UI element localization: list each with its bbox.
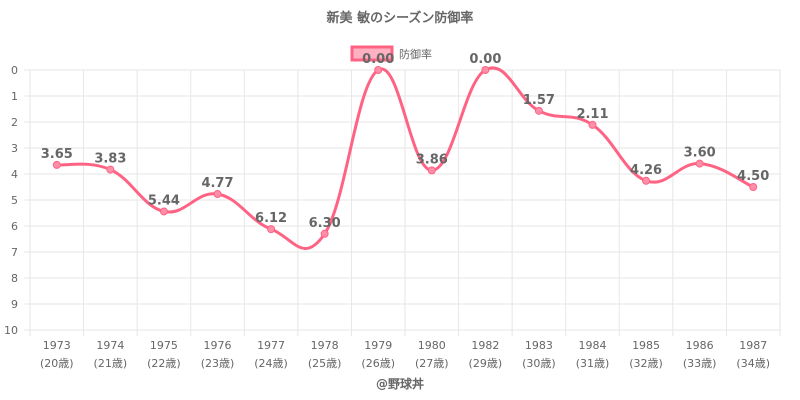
y-tick-label: 3 [11, 142, 18, 155]
data-point[interactable] [106, 165, 115, 174]
y-tick-label: 5 [11, 194, 18, 207]
x-tick-sublabel: (22歳) [147, 357, 181, 370]
data-points [52, 66, 758, 238]
y-tick-label: 10 [4, 324, 18, 337]
data-label: 6.12 [255, 211, 287, 226]
data-point[interactable] [267, 225, 276, 234]
data-label: 4.26 [630, 163, 662, 178]
data-point[interactable] [642, 176, 651, 185]
x-tick-label: 1984 [579, 339, 607, 352]
x-tick-sublabel: (30歳) [522, 357, 556, 370]
chart-title: 新美 敏のシーズン防御率 [327, 10, 474, 26]
data-point[interactable] [588, 120, 597, 129]
data-label: 2.11 [576, 107, 608, 122]
x-tick-sublabel: (32歳) [629, 357, 663, 370]
x-tick-label: 1987 [739, 339, 767, 352]
x-tick-sublabel: (25歳) [308, 357, 342, 370]
x-tick-sublabel: (34歳) [736, 357, 770, 370]
data-point[interactable] [213, 190, 222, 199]
y-tick-label: 1 [11, 90, 18, 103]
x-tick-label: 1980 [418, 339, 446, 352]
y-axis: 0 1 2 3 4 5 6 7 8 9 10 [4, 64, 18, 337]
x-tick-label: 1983 [525, 339, 553, 352]
data-point[interactable] [374, 66, 383, 74]
x-axis: 1973 (20歳) 1974 (21歳) 1975 (22歳) 1976 (23歳) 1977… [40, 339, 770, 370]
data-point[interactable] [534, 106, 543, 115]
x-tick-sublabel: (31歳) [576, 357, 610, 370]
data-label: 1.57 [523, 93, 555, 108]
data-label: 4.77 [201, 176, 233, 191]
x-tick-label: 1976 [204, 339, 232, 352]
data-point[interactable] [427, 166, 436, 175]
y-tick-label: 9 [11, 298, 18, 311]
x-tick-sublabel: (26歳) [361, 357, 395, 370]
data-label: 0.00 [362, 52, 394, 67]
x-tick-label: 1986 [686, 339, 714, 352]
data-point[interactable] [695, 159, 704, 168]
data-label: 3.60 [684, 146, 716, 161]
data-labels: 3.65 3.83 5.44 4.77 6.12 6.30 0.00 3.86 0.00 1.57… [41, 52, 770, 231]
data-label: 5.44 [148, 193, 180, 208]
y-tick-label: 4 [11, 168, 18, 181]
data-point[interactable] [52, 160, 61, 169]
data-label: 0.00 [469, 52, 501, 67]
x-tick-label: 1979 [364, 339, 392, 352]
x-tick-sublabel: (23歳) [201, 357, 235, 370]
x-tick-label: 1985 [632, 339, 660, 352]
data-point[interactable] [159, 207, 168, 216]
x-tick-label: 1982 [471, 339, 499, 352]
y-tick-label: 8 [11, 272, 18, 285]
data-point[interactable] [481, 66, 490, 74]
x-tick-sublabel: (27歳) [415, 357, 449, 370]
x-tick-label: 1974 [96, 339, 124, 352]
data-label: 3.86 [416, 152, 448, 167]
y-tick-label: 2 [11, 116, 18, 129]
legend-swatch [350, 45, 394, 62]
y-tick-label: 6 [11, 220, 18, 233]
x-tick-sublabel: (21歳) [94, 357, 128, 370]
legend[interactable]: 防御率 [350, 45, 432, 62]
data-label: 6.30 [309, 216, 341, 231]
y-tick-label: 0 [11, 64, 18, 77]
x-tick-label: 1973 [43, 339, 71, 352]
data-point[interactable] [749, 183, 758, 191]
x-tick-label: 1977 [257, 339, 285, 352]
x-tick-label: 1975 [150, 339, 178, 352]
legend-label: 防御率 [399, 47, 432, 61]
x-tick-sublabel: (33歳) [683, 357, 717, 370]
credit-text: @野球丼 [376, 376, 424, 391]
x-tick-sublabel: (29歳) [469, 357, 503, 370]
data-label: 3.65 [41, 147, 73, 162]
data-label: 4.50 [737, 169, 769, 184]
y-tick-label: 7 [11, 246, 18, 259]
data-point[interactable] [320, 229, 329, 238]
x-tick-sublabel: (20歳) [40, 357, 74, 370]
x-tick-label: 1978 [311, 339, 339, 352]
data-label: 3.83 [94, 152, 126, 167]
series-line-era [56, 66, 754, 250]
x-tick-sublabel: (24歳) [254, 357, 288, 370]
